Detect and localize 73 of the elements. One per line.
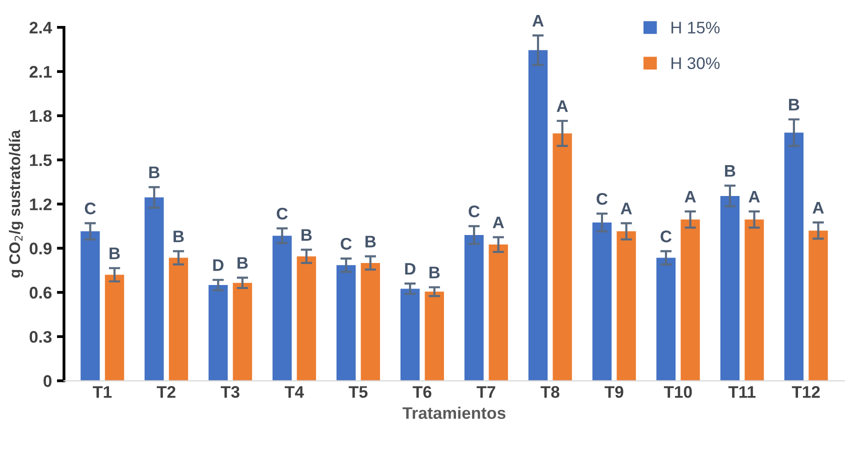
- legend-label: H 15%: [672, 22, 720, 34]
- bar: [104, 274, 124, 381]
- data-label: A: [532, 14, 544, 26]
- y-tick-label: 2.4: [30, 22, 52, 34]
- data-label: B: [366, 236, 376, 248]
- y-tick-label: 2.1: [30, 66, 52, 78]
- y-tick-label: 0: [44, 375, 52, 387]
- data-label: A: [684, 190, 696, 202]
- data-label: B: [174, 230, 184, 242]
- x-tick-label: T8: [540, 386, 560, 398]
- data-label: B: [725, 165, 736, 177]
- bar: [552, 133, 572, 381]
- bar: [808, 230, 828, 381]
- data-label: B: [110, 248, 120, 260]
- data-label: A: [556, 100, 568, 112]
- bar: [336, 265, 356, 381]
- bar: [680, 220, 700, 381]
- bar: [168, 258, 188, 381]
- x-tick-label: T1: [92, 386, 112, 398]
- y-axis-title: g CO$_{2}$/g sustrato/día: [8, 130, 24, 278]
- bar: [656, 258, 676, 381]
- bar: [144, 197, 164, 381]
- data-label: C: [340, 238, 352, 250]
- y-tick-label: 0.3: [30, 330, 52, 343]
- data-label: C: [468, 205, 480, 218]
- x-tick-label: T11: [728, 386, 756, 398]
- bar: [80, 231, 100, 381]
- bar: [360, 262, 380, 381]
- bar: [720, 196, 740, 381]
- data-label: C: [660, 230, 672, 242]
- y-tick-label: 0.9: [30, 242, 52, 254]
- data-label: B: [149, 166, 160, 178]
- data-label: B: [302, 229, 312, 241]
- bar: [296, 256, 316, 381]
- x-axis-title: Tratamientos: [402, 406, 506, 419]
- x-tick-label: T4: [284, 386, 304, 398]
- bar: [784, 132, 804, 381]
- x-tick-label: T2: [156, 386, 176, 398]
- x-tick-label: T10: [664, 386, 692, 398]
- x-tick-label: T3: [220, 386, 240, 398]
- data-label: A: [620, 202, 632, 214]
- y-tick-label: 1.8: [30, 110, 52, 122]
- bar: [488, 244, 508, 381]
- x-tick-label: T6: [412, 386, 432, 398]
- data-label: C: [596, 192, 608, 205]
- data-label: C: [276, 208, 288, 220]
- x-tick-label: T5: [348, 386, 368, 398]
- legend-label: H 30%: [672, 57, 720, 70]
- data-label: C: [84, 202, 96, 214]
- data-label: B: [238, 257, 248, 269]
- bar: [272, 236, 292, 381]
- data-label: B: [429, 266, 440, 278]
- y-tick-label: 1.5: [30, 154, 52, 166]
- bar: [616, 231, 636, 381]
- data-label: D: [405, 263, 416, 275]
- data-label: A: [748, 190, 760, 202]
- data-label: D: [213, 259, 224, 271]
- bar: [232, 282, 252, 381]
- bar: [744, 220, 764, 381]
- data-label: A: [812, 202, 824, 214]
- bar: [400, 288, 420, 381]
- data-label: B: [789, 98, 800, 110]
- bar: [464, 234, 484, 381]
- y-tick-label: 0.6: [30, 286, 52, 299]
- x-tick-label: T7: [476, 386, 496, 398]
- x-tick-label: T9: [604, 386, 624, 398]
- bar: [208, 285, 228, 381]
- bar: [592, 222, 612, 381]
- bar: [528, 50, 548, 381]
- y-tick-label: 1.2: [30, 198, 52, 210]
- x-tick-label: T12: [792, 386, 820, 398]
- data-label: A: [492, 216, 504, 228]
- bar: [424, 292, 444, 381]
